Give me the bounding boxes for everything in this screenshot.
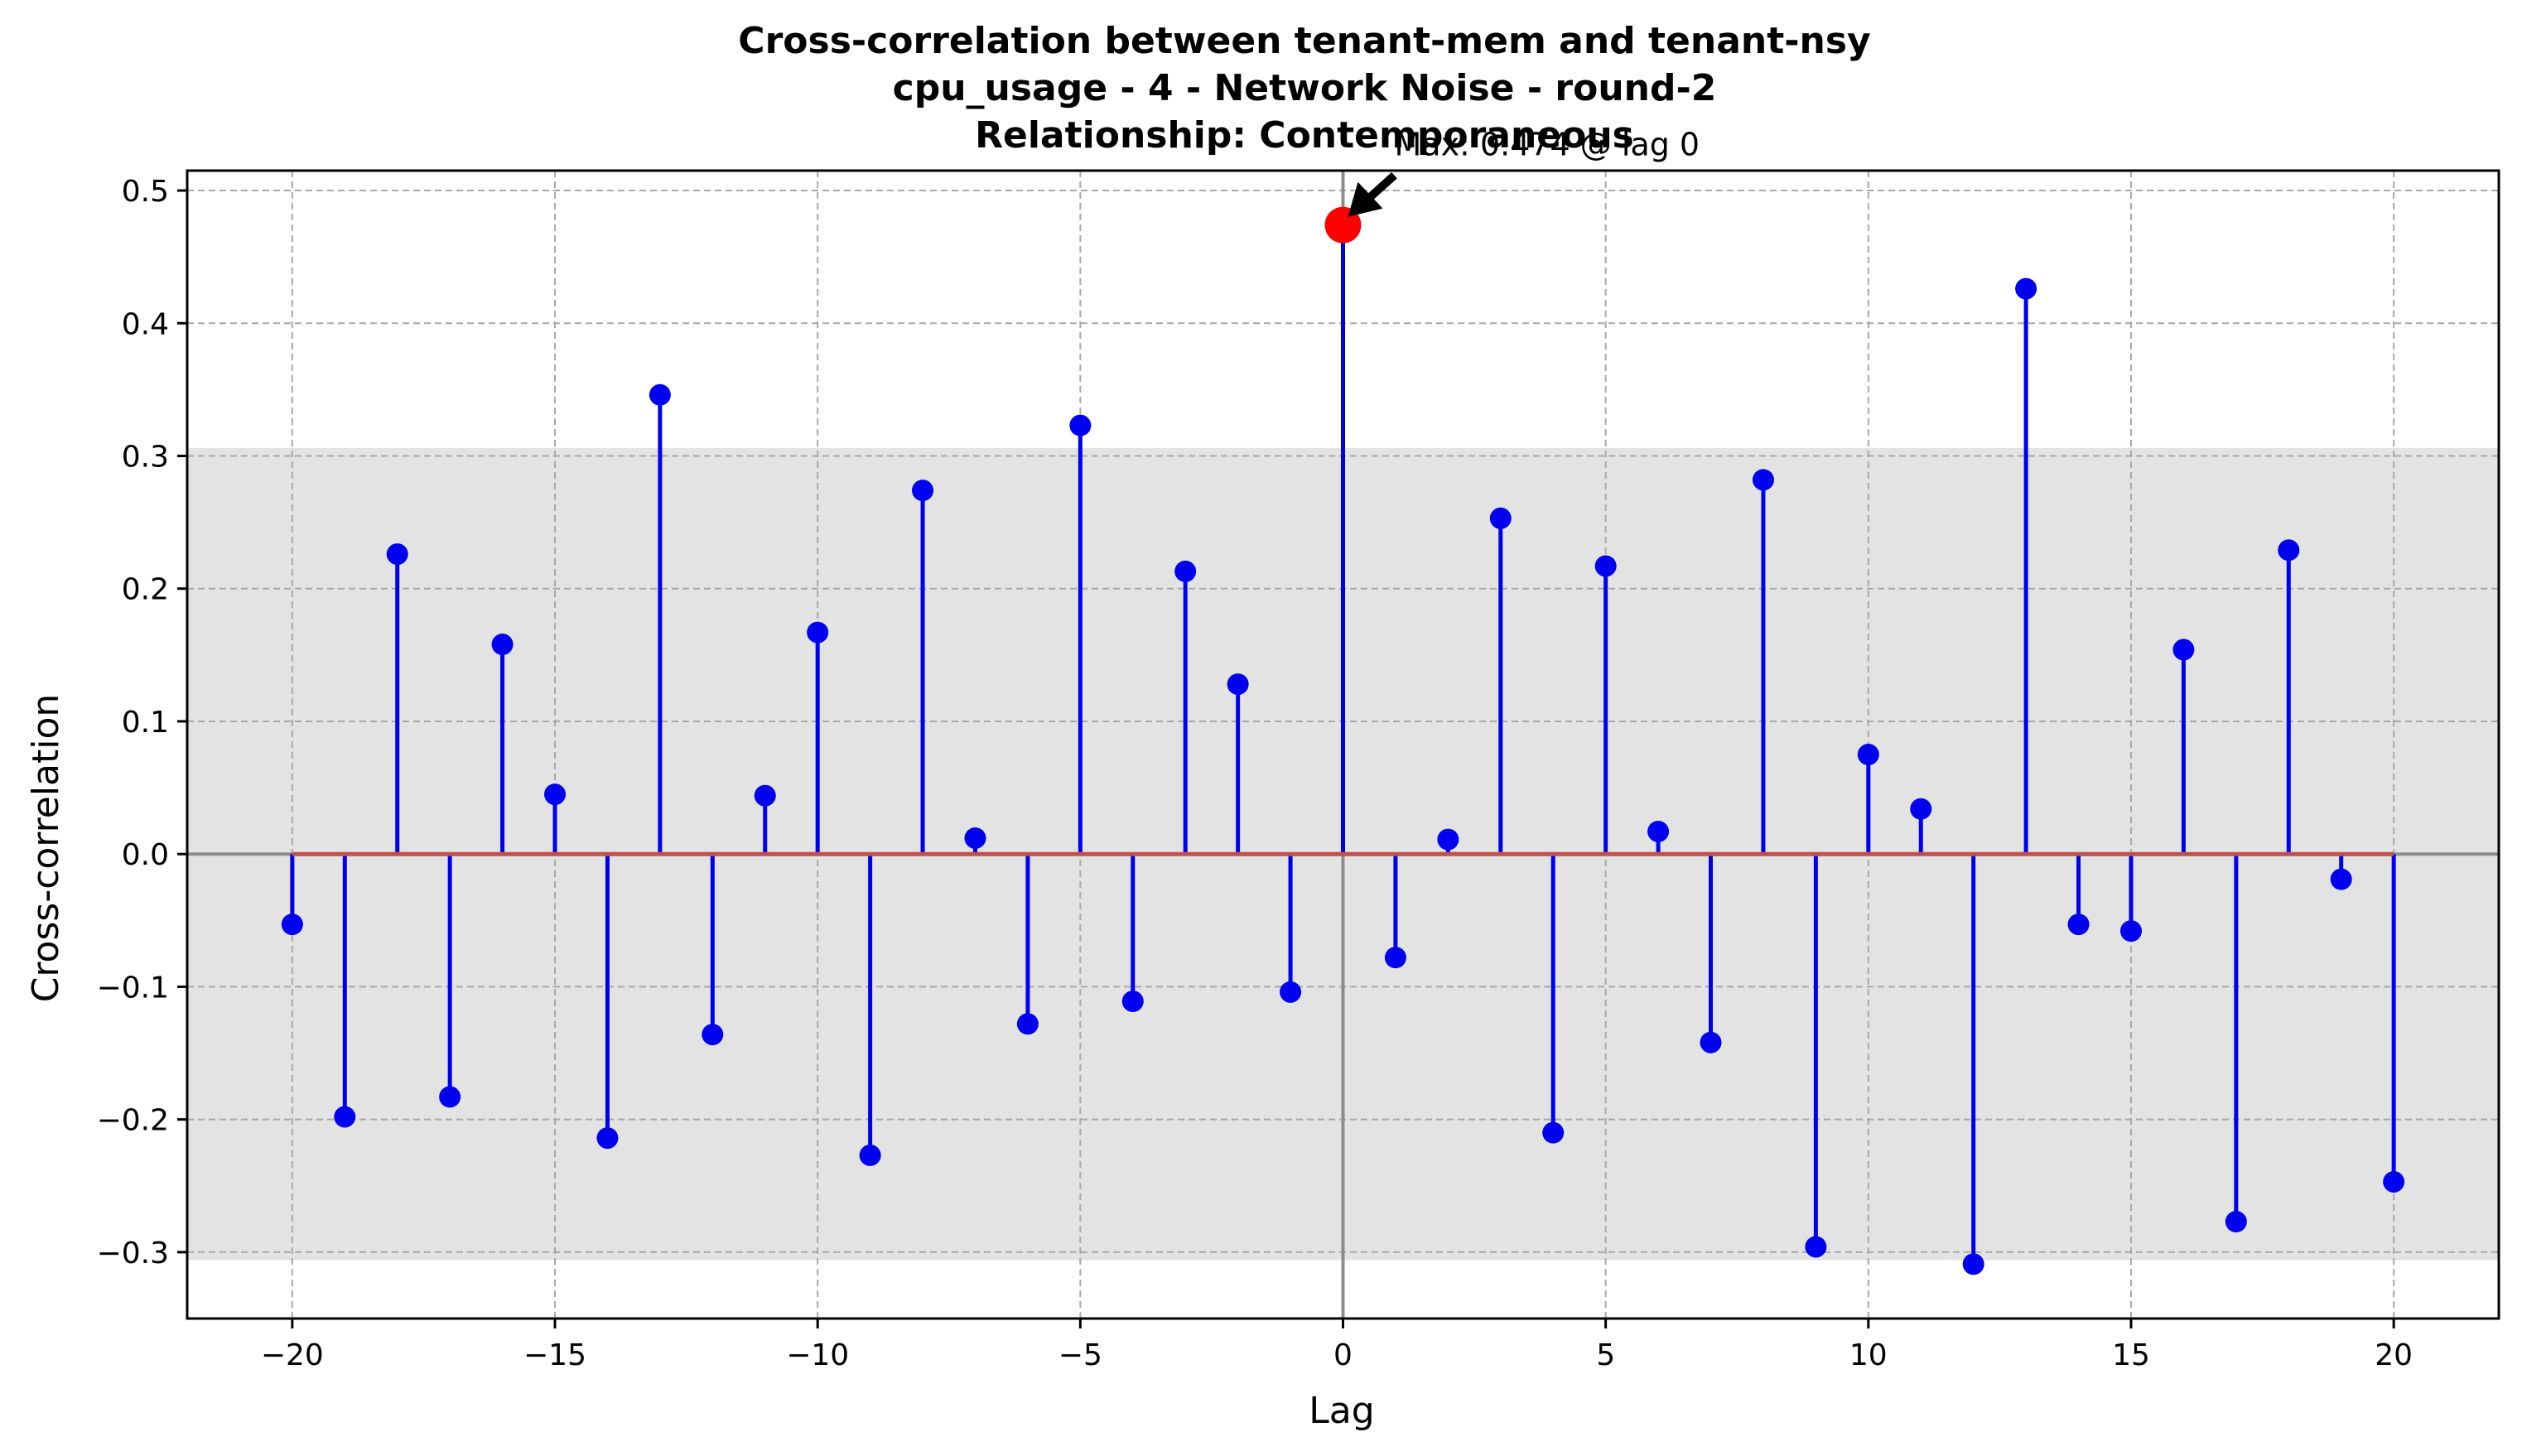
data-point-marker <box>1437 828 1459 851</box>
data-point-marker <box>1752 469 1774 491</box>
y-tick-label: −0.2 <box>97 1104 169 1138</box>
x-tick-label: −20 <box>261 1338 324 1372</box>
data-point-marker <box>702 1024 724 1046</box>
data-point-marker <box>859 1144 881 1166</box>
data-point-marker <box>1384 947 1406 969</box>
data-point-marker <box>1594 555 1617 577</box>
data-point-marker <box>1280 981 1302 1003</box>
y-tick-label: 0.0 <box>122 838 169 872</box>
max-point-marker <box>1324 206 1362 243</box>
data-point-marker <box>2383 1170 2405 1193</box>
y-tick-label: 0.1 <box>122 706 169 740</box>
data-point-marker <box>1542 1121 1565 1144</box>
data-point-marker <box>2330 868 2352 890</box>
data-point-marker <box>1647 820 1670 842</box>
data-point-marker <box>1805 1236 1827 1258</box>
x-tick-label: −5 <box>1058 1338 1102 1372</box>
data-point-marker <box>1121 991 1144 1013</box>
data-point-marker <box>2119 920 2142 943</box>
data-point-marker <box>2172 639 2195 661</box>
data-point-marker <box>281 914 303 936</box>
data-point-marker <box>1700 1031 1722 1053</box>
y-tick-label: −0.1 <box>97 971 169 1005</box>
y-tick-label: −0.3 <box>97 1237 169 1270</box>
data-point-marker <box>1174 560 1197 582</box>
data-point-marker <box>1489 507 1512 529</box>
y-tick-label: 0.4 <box>122 307 169 341</box>
data-point-marker <box>807 621 829 644</box>
chart-title-line-2: cpu_usage - 4 - Network Noise - round-2 <box>893 67 1717 109</box>
data-point-marker <box>2278 539 2300 562</box>
markers-layer <box>281 214 2405 1275</box>
data-point-marker <box>912 480 934 502</box>
y-tick-label: 0.2 <box>122 573 169 607</box>
data-point-marker <box>1069 414 1092 436</box>
data-point-marker <box>2067 914 2090 936</box>
data-point-marker <box>2225 1211 2247 1233</box>
y-tick-label: 0.3 <box>122 440 169 474</box>
y-tick-label: 0.5 <box>122 175 169 209</box>
annotation-layer: Max: 0.474 @ lag 0 <box>1324 127 1700 243</box>
data-point-marker <box>1857 744 1879 766</box>
max-annotation-text: Max: 0.474 @ lag 0 <box>1395 127 1700 163</box>
x-tick-label: 15 <box>2112 1338 2150 1372</box>
x-tick-label: 5 <box>1596 1338 1615 1372</box>
data-point-marker <box>1910 798 1932 820</box>
data-point-marker <box>964 827 986 849</box>
data-point-marker <box>2015 277 2037 300</box>
data-point-marker <box>439 1086 461 1108</box>
data-point-marker <box>596 1127 619 1150</box>
chart-title-line-3: Relationship: Contemporaneous <box>975 114 1634 157</box>
ticks-layer: −20 −15 −10 −5 0 5 10 15 20 −0.3 −0.2 −0.1 0.0 0.1 0.2… <box>97 175 2413 1372</box>
data-point-marker <box>334 1106 356 1128</box>
chart-title-line-1: Cross-correlation between tenant-mem and… <box>738 20 1870 62</box>
x-tick-label: −10 <box>786 1338 849 1372</box>
data-point-marker <box>649 383 671 406</box>
data-point-marker <box>491 634 514 656</box>
max-annotation-arrow-head <box>1348 181 1383 217</box>
data-point-marker <box>544 783 567 806</box>
x-tick-label: −15 <box>523 1338 586 1372</box>
y-axis-label: Cross-correlation <box>25 694 67 1003</box>
x-tick-label: 20 <box>2375 1338 2413 1372</box>
x-tick-label: 0 <box>1333 1338 1353 1372</box>
data-point-marker <box>386 543 408 566</box>
data-point-marker <box>1962 1253 1984 1275</box>
data-point-marker <box>754 784 776 807</box>
x-axis-label: Lag <box>1309 1390 1374 1432</box>
data-point-marker <box>1016 1013 1039 1035</box>
data-point-marker <box>1227 673 1249 696</box>
x-tick-label: 10 <box>1849 1338 1888 1372</box>
